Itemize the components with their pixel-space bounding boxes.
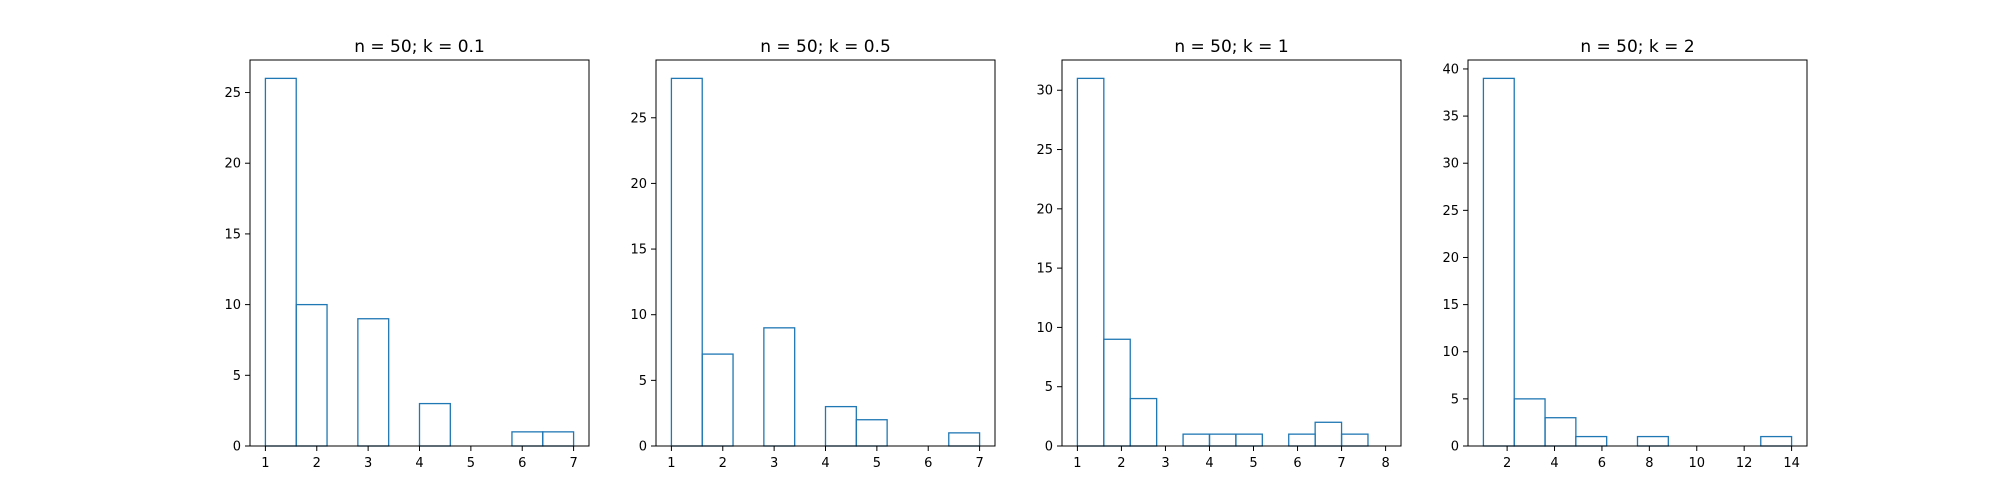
x-tick-label: 1 [667, 456, 675, 471]
y-tick-label: 15 [1036, 262, 1053, 277]
histogram-bar [542, 431, 575, 447]
histogram-bar [1076, 77, 1105, 447]
y-tick-label: 20 [1036, 202, 1053, 217]
histogram-bar [701, 353, 734, 447]
y-tick-label: 0 [1451, 440, 1459, 455]
x-tick-label: 3 [1161, 456, 1169, 471]
y-tick-label: 0 [1045, 440, 1053, 455]
subplot-title: n = 50; k = 0.5 [760, 37, 891, 57]
axes-frame [1467, 59, 1808, 447]
y-tick-label: 5 [1045, 380, 1053, 395]
x-tick-label: 4 [1550, 456, 1558, 471]
x-tick-label: 5 [1249, 456, 1257, 471]
subplot-title: n = 50; k = 2 [1580, 37, 1694, 57]
y-tick-label: 35 [1442, 110, 1459, 125]
x-tick-label: 8 [1381, 456, 1389, 471]
y-tick-label: 25 [630, 111, 647, 126]
y-tick-label: 15 [1442, 298, 1459, 313]
y-tick-label: 40 [1442, 62, 1459, 77]
y-tick-label: 0 [233, 440, 241, 455]
y-tick-label: 10 [1036, 321, 1053, 336]
histogram-bar [1182, 433, 1211, 447]
y-tick-label: 25 [1036, 143, 1053, 158]
y-tick-label: 5 [1451, 392, 1459, 407]
histogram-bar [824, 405, 857, 447]
y-tick-label: 5 [639, 374, 647, 389]
x-tick-label: 6 [924, 456, 932, 471]
histogram-bar [1288, 433, 1316, 447]
histogram-bar [1513, 398, 1546, 447]
y-tick-label: 15 [630, 243, 647, 258]
x-tick-label: 2 [1117, 456, 1125, 471]
y-tick-label: 5 [233, 369, 241, 384]
x-tick-label: 2 [313, 456, 321, 471]
histogram-bar [670, 77, 703, 447]
histogram-bar [295, 303, 328, 447]
x-tick-label: 14 [1783, 456, 1800, 471]
y-tick-label: 30 [1036, 84, 1053, 99]
x-tick-label: 4 [821, 456, 829, 471]
axes-frame [1061, 59, 1402, 447]
histogram-bar [1235, 433, 1263, 447]
y-tick-label: 25 [1442, 204, 1459, 219]
histogram-bar [1636, 435, 1669, 447]
y-tick-label: 20 [630, 177, 647, 192]
y-tick-label: 10 [630, 308, 647, 323]
subplot-3: 1 2 3 4 5 6 7 8 0 5 10 15 20 25 30 n = 50; k = 1 [1036, 37, 1402, 471]
histogram-bar [1482, 77, 1515, 447]
x-tick-label: 10 [1688, 456, 1705, 471]
y-tick-label: 10 [224, 298, 241, 313]
axes-frame [249, 59, 590, 447]
x-tick-label: 4 [415, 456, 423, 471]
y-tick-label: 20 [224, 157, 241, 172]
y-tick-label: 10 [1442, 345, 1459, 360]
x-tick-label: 12 [1736, 456, 1753, 471]
x-tick-label: 3 [770, 456, 778, 471]
y-tick-label: 25 [224, 86, 241, 101]
y-tick-label: 0 [639, 440, 647, 455]
x-tick-label: 2 [719, 456, 727, 471]
x-tick-label: 5 [467, 456, 475, 471]
histogram-bar [1208, 433, 1237, 447]
histogram-bar [948, 432, 981, 447]
histogram-bar [1103, 338, 1131, 447]
x-tick-label: 2 [1503, 456, 1511, 471]
subplot-title: n = 50; k = 0.1 [354, 37, 485, 57]
histogram-bar [1544, 417, 1577, 447]
subplot-title: n = 50; k = 1 [1174, 37, 1288, 57]
y-tick-label: 15 [224, 227, 241, 242]
subplot-1: 1 2 3 4 5 6 7 0 5 10 15 20 25 n = 50; k = 0.1 [224, 37, 590, 471]
histogram-bar [264, 77, 297, 447]
x-tick-label: 8 [1645, 456, 1653, 471]
x-tick-label: 6 [1293, 456, 1301, 471]
axes-frame [655, 59, 996, 447]
x-tick-label: 5 [873, 456, 881, 471]
x-tick-label: 3 [364, 456, 372, 471]
subplot-4: 2 4 6 8 10 12 14 0 5 10 15 20 25 30 35 40 n = 50; k = 2 [1442, 37, 1808, 471]
histogram-bar [1340, 433, 1369, 447]
x-tick-label: 6 [518, 456, 526, 471]
histogram-bar [763, 327, 796, 447]
x-tick-label: 1 [1073, 456, 1081, 471]
histogram-bar [1575, 435, 1608, 447]
x-tick-label: 7 [1337, 456, 1345, 471]
x-tick-label: 7 [975, 456, 983, 471]
histogram-bar [1314, 421, 1343, 447]
histogram-bar [511, 431, 544, 447]
x-tick-label: 1 [261, 456, 269, 471]
histogram-bar [357, 318, 390, 447]
x-tick-label: 7 [569, 456, 577, 471]
histogram-bar [1760, 435, 1793, 447]
y-tick-label: 30 [1442, 157, 1459, 172]
x-tick-label: 4 [1205, 456, 1213, 471]
histogram-bar [418, 402, 451, 447]
y-tick-label: 20 [1442, 251, 1459, 266]
x-tick-label: 6 [1598, 456, 1606, 471]
histogram-bar [855, 419, 888, 447]
subplot-2: 1 2 3 4 5 6 7 0 5 10 15 20 25 n = 50; k = 0.5 [630, 37, 996, 471]
histogram-bar [1129, 397, 1158, 447]
